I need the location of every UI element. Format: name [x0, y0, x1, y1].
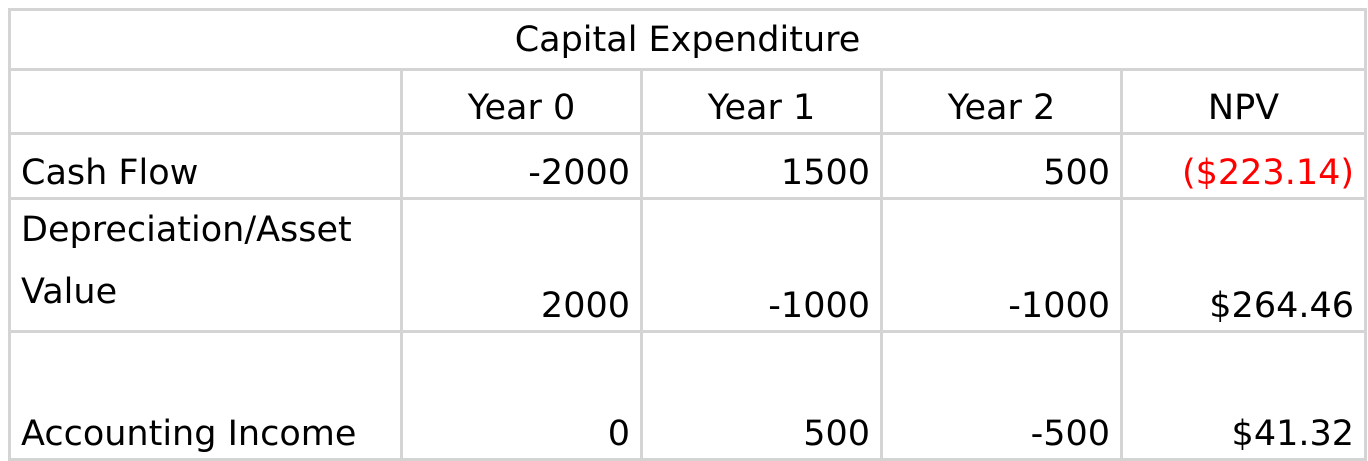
- capital-expenditure-table: Capital Expenditure Year 0 Year 1 Year 2…: [7, 8, 1368, 461]
- cell-depreciation-year-1[interactable]: -1000: [640, 197, 883, 333]
- table-row-accounting-income: Accounting Income 0 500 -500 $41.32: [8, 329, 1368, 461]
- header-year-2[interactable]: Year 2: [880, 68, 1123, 135]
- row-label-depreciation-line-1: Depreciation/Asset: [21, 210, 352, 250]
- cell-depreciation-npv[interactable]: $264.46: [1119, 197, 1368, 333]
- cell-accounting-income-npv[interactable]: $41.32: [1119, 329, 1368, 461]
- table-row-depreciation: Depreciation/Asset Value 2000 -1000 -100…: [8, 197, 1368, 333]
- cell-cash-flow-year-0[interactable]: -2000: [400, 132, 643, 200]
- cell-depreciation-year-0[interactable]: 2000: [400, 197, 643, 333]
- table-row-cash-flow: Cash Flow -2000 1500 500 ($223.14): [8, 132, 1368, 200]
- header-npv[interactable]: NPV: [1119, 68, 1368, 135]
- header-year-0[interactable]: Year 0: [400, 68, 643, 135]
- cell-cash-flow-year-2[interactable]: 500: [880, 132, 1123, 200]
- row-label-depreciation[interactable]: Depreciation/Asset Value: [8, 197, 403, 333]
- cell-cash-flow-npv[interactable]: ($223.14): [1119, 132, 1368, 200]
- row-label-accounting-income[interactable]: Accounting Income: [8, 329, 403, 461]
- cell-depreciation-year-2[interactable]: -1000: [880, 197, 1123, 333]
- header-year-1[interactable]: Year 1: [640, 68, 883, 135]
- row-label-depreciation-line-2: Value: [21, 271, 118, 312]
- cell-accounting-income-year-2[interactable]: -500: [880, 329, 1123, 461]
- header-row: Year 0 Year 1 Year 2 NPV: [8, 68, 1368, 135]
- table-title[interactable]: Capital Expenditure: [7, 8, 1368, 71]
- header-cell-empty[interactable]: [8, 68, 403, 135]
- cell-accounting-income-year-1[interactable]: 500: [640, 329, 883, 461]
- cell-accounting-income-year-0[interactable]: 0: [400, 329, 643, 461]
- row-label-cash-flow[interactable]: Cash Flow: [8, 132, 403, 200]
- spreadsheet: Capital Expenditure Year 0 Year 1 Year 2…: [7, 8, 1368, 461]
- title-row: Capital Expenditure: [7, 8, 1368, 71]
- cell-cash-flow-year-1[interactable]: 1500: [640, 132, 883, 200]
